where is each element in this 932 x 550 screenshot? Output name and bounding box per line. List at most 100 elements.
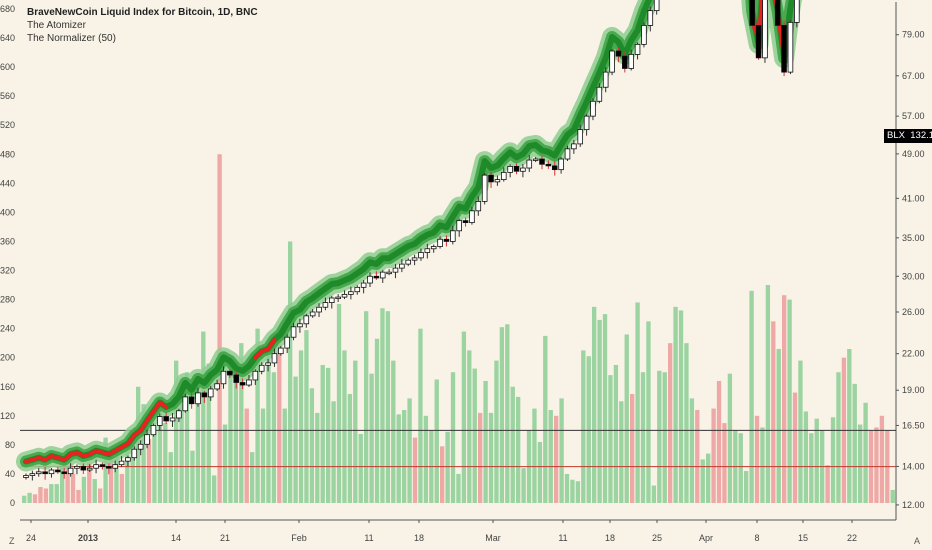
candle-body — [188, 396, 195, 405]
candle-body — [641, 25, 647, 45]
normalizer-bar — [744, 471, 749, 503]
candle-body — [201, 392, 208, 398]
candle-body — [67, 467, 74, 475]
legend-normalizer[interactable]: The Normalizer (50) — [27, 33, 116, 44]
candle-body — [271, 353, 278, 364]
normalizer-bar — [575, 481, 581, 503]
candle-body — [195, 392, 201, 405]
candle-body — [35, 471, 42, 475]
normalizer-bar — [326, 367, 331, 503]
candle-body — [577, 129, 584, 145]
candle-body — [246, 379, 252, 386]
normalizer-bar — [342, 350, 347, 503]
normalizer-bar — [125, 444, 130, 503]
normalizer-bar — [212, 475, 217, 503]
normalizer-bar — [722, 423, 727, 503]
left-axis-tick-label: 280 — [0, 295, 15, 305]
normalizer-bar — [787, 299, 792, 503]
candle-body — [48, 469, 55, 475]
candle-body — [354, 286, 361, 293]
normalizer-bar — [532, 408, 537, 503]
normalizer-bar — [119, 473, 125, 503]
normalizer-bar — [396, 414, 401, 503]
left-axis-tick-label: 160 — [0, 382, 15, 392]
candle-body — [590, 100, 596, 117]
zoom-icon[interactable]: Z — [9, 536, 15, 546]
normalizer-bar — [320, 364, 325, 503]
right-axis-tick-label: 19.00 — [902, 385, 925, 395]
normalizer-bar — [336, 303, 342, 503]
legend: BraveNewCoin Liquid Index for Bitcoin, 1… — [27, 6, 258, 45]
candle-body — [622, 55, 628, 69]
normalizer-bar — [782, 295, 787, 503]
candle-body — [360, 282, 367, 288]
normalizer-bar — [825, 465, 830, 503]
atomizer-band-bearish — [253, 337, 277, 360]
normalizer-bar — [43, 488, 49, 503]
normalizer-bar — [27, 492, 32, 503]
normalizer-bar — [380, 308, 385, 503]
normalizer-bar — [260, 408, 266, 503]
left-axis-tick-label: 600 — [0, 62, 15, 72]
auto-scale-icon[interactable]: A — [914, 536, 921, 546]
candle-body — [647, 10, 654, 26]
normalizer-bar — [76, 489, 81, 503]
normalizer-bar — [483, 380, 488, 503]
normalizer-bar — [630, 394, 635, 503]
candle-body — [399, 263, 405, 269]
normalizer-bar — [673, 306, 678, 503]
normalizer-bar — [678, 310, 684, 503]
x-axis-tick-label: 11 — [558, 533, 567, 543]
normalizer-bar — [651, 485, 657, 503]
left-axis-tick-label: 120 — [0, 411, 15, 421]
candle-body — [507, 166, 513, 173]
normalizer-bar — [592, 306, 597, 503]
right-axis-tick-label: 67.00 — [902, 71, 925, 81]
candle-body — [513, 166, 520, 172]
normalizer-bar — [494, 360, 499, 503]
right-axis-tick-label: 57.00 — [902, 111, 925, 121]
candle-body — [615, 50, 622, 57]
normalizer-bar — [184, 372, 190, 503]
normalizer-bar — [516, 396, 521, 503]
candle-body — [182, 396, 189, 412]
normalizer-bar — [81, 476, 87, 503]
normalizer-bar — [874, 427, 879, 503]
x-axis-tick-label: 22 — [847, 533, 857, 543]
candle-body — [348, 291, 354, 295]
normalizer-bar — [662, 372, 667, 503]
normalizer-bar — [890, 489, 895, 503]
candle-body — [749, 0, 756, 26]
x-axis-tick-label: Apr — [699, 533, 713, 543]
candle-body — [532, 158, 539, 161]
legend-atomizer[interactable]: The Atomizer — [27, 20, 86, 31]
normalizer-bar — [412, 437, 418, 503]
candle-body — [500, 171, 507, 180]
candle-body — [176, 410, 182, 419]
normalizer-bar — [250, 452, 255, 503]
normalizer-bar — [222, 424, 228, 503]
normalizer-bar — [461, 331, 467, 503]
normalizer-bar — [836, 372, 841, 503]
candle-body — [628, 54, 634, 69]
candle-body — [239, 382, 246, 386]
normalizer-bar — [852, 383, 857, 503]
normalizer-bar — [418, 328, 423, 503]
normalizer-bar — [700, 459, 705, 503]
left-axis-tick-label: 440 — [0, 178, 15, 188]
normalizer-bar — [803, 411, 809, 503]
legend-title[interactable]: BraveNewCoin Liquid Index for Bitcoin, 1… — [27, 7, 258, 18]
candle-body — [112, 464, 118, 469]
normalizer-bar — [602, 314, 608, 503]
normalizer-bar — [760, 427, 765, 503]
normalizer-bar — [847, 348, 852, 503]
candle-body — [42, 471, 48, 475]
candle-body — [774, 0, 781, 26]
normalizer-bar — [456, 473, 461, 503]
candle-body — [125, 457, 131, 462]
normalizer-bar — [749, 290, 754, 503]
x-axis-tick-label: 18 — [414, 533, 424, 543]
normalizer-bar — [450, 372, 456, 503]
